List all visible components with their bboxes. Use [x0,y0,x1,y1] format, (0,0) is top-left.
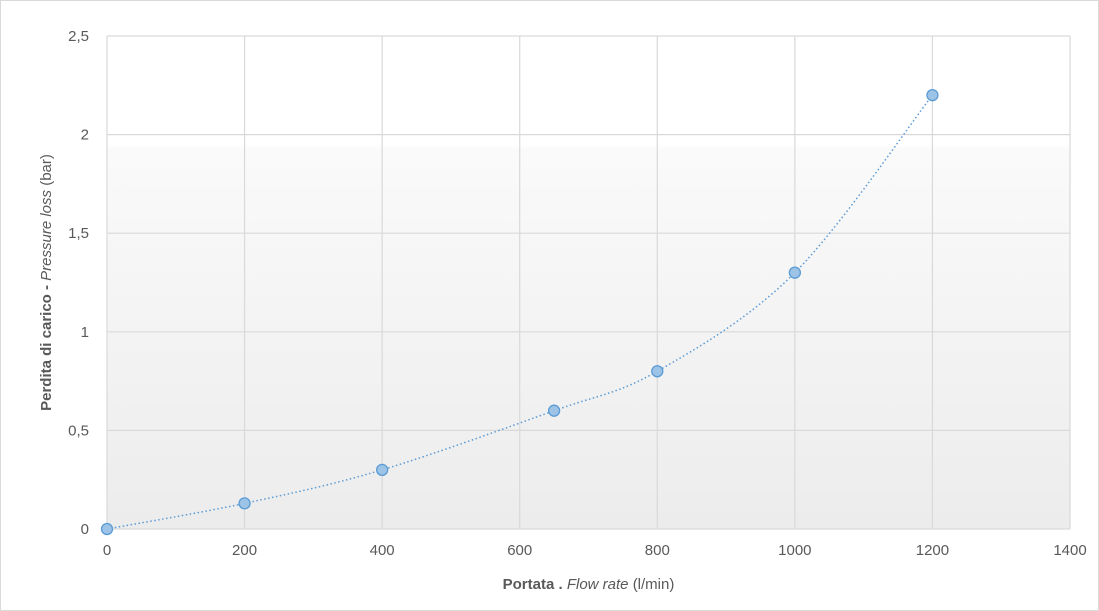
x-tick-label: 800 [645,542,670,559]
x-tick-label: 200 [232,542,257,559]
data-point [375,463,389,476]
y-gridlines [107,35,1070,530]
x-axis-title: Portata . Flow rate (l/min) [503,576,675,593]
y-tick-label: 2 [81,127,89,144]
x-axis-title-english: Flow rate [567,576,629,593]
y-tick-label: 0 [81,521,89,538]
x-axis-title-main: Portata . [503,576,563,593]
y-tick-labels: 0 0,5 1 1,5 2 2,5 [68,28,89,538]
x-tick-label: 400 [370,542,395,559]
y-tick-label: 2,5 [68,28,89,45]
x-gridlines [106,36,1071,529]
series-trend-line [106,94,934,530]
data-point [926,89,939,102]
plot-area [107,36,1070,529]
data-points [100,89,939,536]
y-tick-label: 0,5 [68,422,89,439]
y-axis-title-english: Pressure loss [38,189,55,280]
x-tick-label: 600 [507,542,532,559]
x-axis-title-unit: (l/min) [633,576,675,593]
y-axis-title: Perdita di carico - Pressure loss (bar) [38,154,55,411]
data-point [238,497,251,510]
x-tick-label: 1200 [916,542,949,559]
y-axis-title-unit: (bar) [38,154,55,186]
y-tick-label: 1,5 [68,225,89,242]
x-tick-labels: 0 200 400 600 800 1000 1200 1400 [103,542,1087,559]
y-tick-label: 1 [81,324,89,341]
y-axis-title-main: Perdita di carico - [38,285,55,411]
data-point [547,404,561,417]
data-point [100,522,114,536]
data-point [788,266,802,279]
x-tick-label: 0 [103,542,111,559]
data-point [651,365,664,378]
x-tick-label: 1000 [778,542,811,559]
x-tick-label: 1400 [1053,542,1086,559]
